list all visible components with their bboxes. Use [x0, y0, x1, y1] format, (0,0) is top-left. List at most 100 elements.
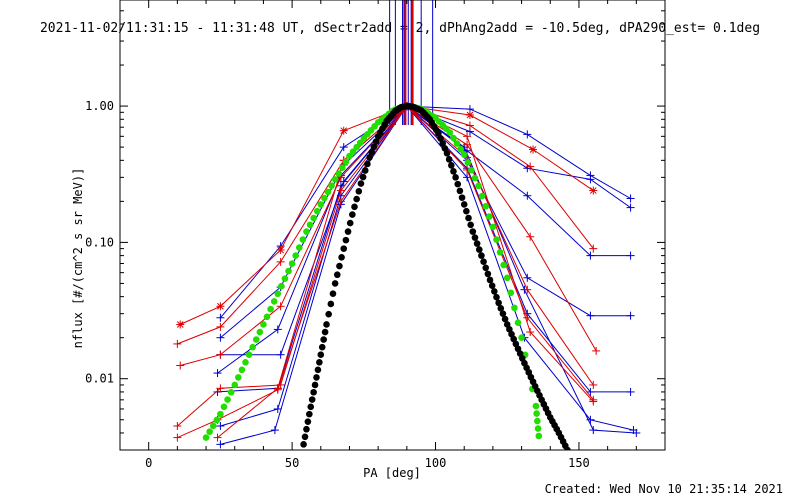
- series-point-interp: [458, 194, 466, 201]
- x-tick-label: 50: [285, 456, 299, 470]
- series-point: [274, 290, 282, 298]
- series-marker: [273, 404, 282, 413]
- series-point-interp: [308, 396, 316, 403]
- series-point-interp: [372, 138, 380, 145]
- series-point-interp: [220, 403, 228, 411]
- series-point-interp: [295, 244, 303, 251]
- series-point-interp: [209, 422, 217, 430]
- series-marker: [523, 191, 532, 200]
- series-point-interp: [310, 388, 317, 396]
- series-line: [179, 105, 594, 325]
- series-marker: [463, 132, 472, 141]
- series-marker: [276, 302, 285, 311]
- series-point: [331, 176, 339, 183]
- plot-area: [173, 0, 641, 450]
- series-point-interp: [448, 162, 455, 169]
- series-point-interp: [471, 174, 479, 182]
- series-point-interp: [488, 282, 496, 290]
- series-point: [331, 280, 339, 287]
- series-point-interp: [496, 249, 504, 256]
- series-point-interp: [507, 289, 515, 297]
- series-point-interp: [306, 221, 314, 229]
- series-line: [177, 105, 594, 345]
- created-footer: Created: Wed Nov 10 21:35:14 2021: [545, 482, 783, 496]
- series-point: [340, 245, 348, 252]
- series-point-interp: [493, 236, 500, 243]
- series-point: [446, 129, 454, 136]
- series-point-interp: [511, 304, 518, 312]
- series-point-interp: [353, 143, 360, 151]
- series-point-interp: [252, 336, 260, 343]
- series-point-interp: [336, 262, 343, 270]
- series-marker: [173, 339, 182, 348]
- series-point-interp: [465, 214, 472, 222]
- series-marker: [173, 433, 182, 442]
- series-point-interp: [301, 433, 309, 441]
- series-line: [220, 105, 634, 445]
- series-point: [311, 381, 319, 389]
- series-point: [452, 174, 459, 181]
- series-point: [349, 211, 356, 218]
- series-marker: [589, 186, 598, 195]
- series-point-interp: [316, 358, 323, 366]
- series-marker: [589, 426, 598, 435]
- series-point-interp: [346, 219, 354, 227]
- series-point-interp: [349, 148, 357, 155]
- x-tick-label: 100: [425, 456, 447, 470]
- series-point-interp: [303, 425, 310, 433]
- series-blue-1: [216, 102, 635, 342]
- series-marker: [589, 380, 598, 389]
- series-point-interp: [249, 343, 256, 351]
- series-point: [518, 334, 525, 341]
- series-point-interp: [441, 145, 449, 152]
- series-point-interp: [281, 275, 289, 282]
- series-marker: [213, 369, 222, 378]
- series-marker: [176, 320, 185, 329]
- series-blue-3: [213, 102, 635, 396]
- series-point-interp: [344, 228, 352, 235]
- series-point-interp: [292, 252, 299, 259]
- chart-title: 2021-11-02/11:31:15 - 11:31:48 UT, dSect…: [40, 21, 760, 36]
- series-marker: [276, 245, 285, 254]
- series-point-interp: [499, 310, 507, 317]
- series-point: [306, 410, 313, 418]
- series-marker: [465, 121, 474, 130]
- series-marker: [216, 440, 225, 449]
- series-point-interp: [370, 143, 378, 151]
- series-line: [220, 105, 637, 434]
- series-point-interp: [267, 305, 274, 313]
- series-line: [220, 105, 631, 427]
- series-point-interp: [342, 158, 350, 166]
- series-point-interp: [304, 418, 312, 425]
- series-point-interp: [464, 159, 472, 166]
- series-point-interp: [256, 328, 264, 336]
- series-point-interp: [453, 140, 461, 147]
- series-point-interp: [342, 236, 350, 244]
- series-point-interp: [368, 148, 376, 156]
- series-marker: [216, 350, 225, 359]
- series-point-interp: [299, 236, 307, 243]
- series-marker: [173, 421, 182, 430]
- series-point: [486, 276, 494, 284]
- series-point: [564, 446, 571, 450]
- series-marker: [526, 328, 535, 337]
- series-point-interp: [318, 343, 326, 351]
- series-point: [469, 228, 477, 235]
- series-point-interp: [486, 213, 493, 220]
- series-point-interp: [351, 203, 358, 211]
- series-marker: [465, 111, 474, 120]
- series-point-interp: [235, 374, 242, 381]
- series-point-interp: [338, 254, 345, 261]
- series-point: [288, 260, 296, 267]
- series-point-interp: [314, 366, 322, 374]
- series-marker: [586, 251, 595, 260]
- series-point-interp: [206, 428, 213, 436]
- plot-frame: [119, 0, 666, 451]
- series-point-interp: [457, 145, 464, 153]
- series-point-interp: [450, 168, 457, 175]
- series-marker: [529, 145, 538, 154]
- y-tick-label: 0.01: [85, 372, 114, 386]
- x-tick-label: 0: [145, 456, 152, 470]
- series-point: [300, 441, 307, 448]
- series-blue-5: [216, 102, 638, 449]
